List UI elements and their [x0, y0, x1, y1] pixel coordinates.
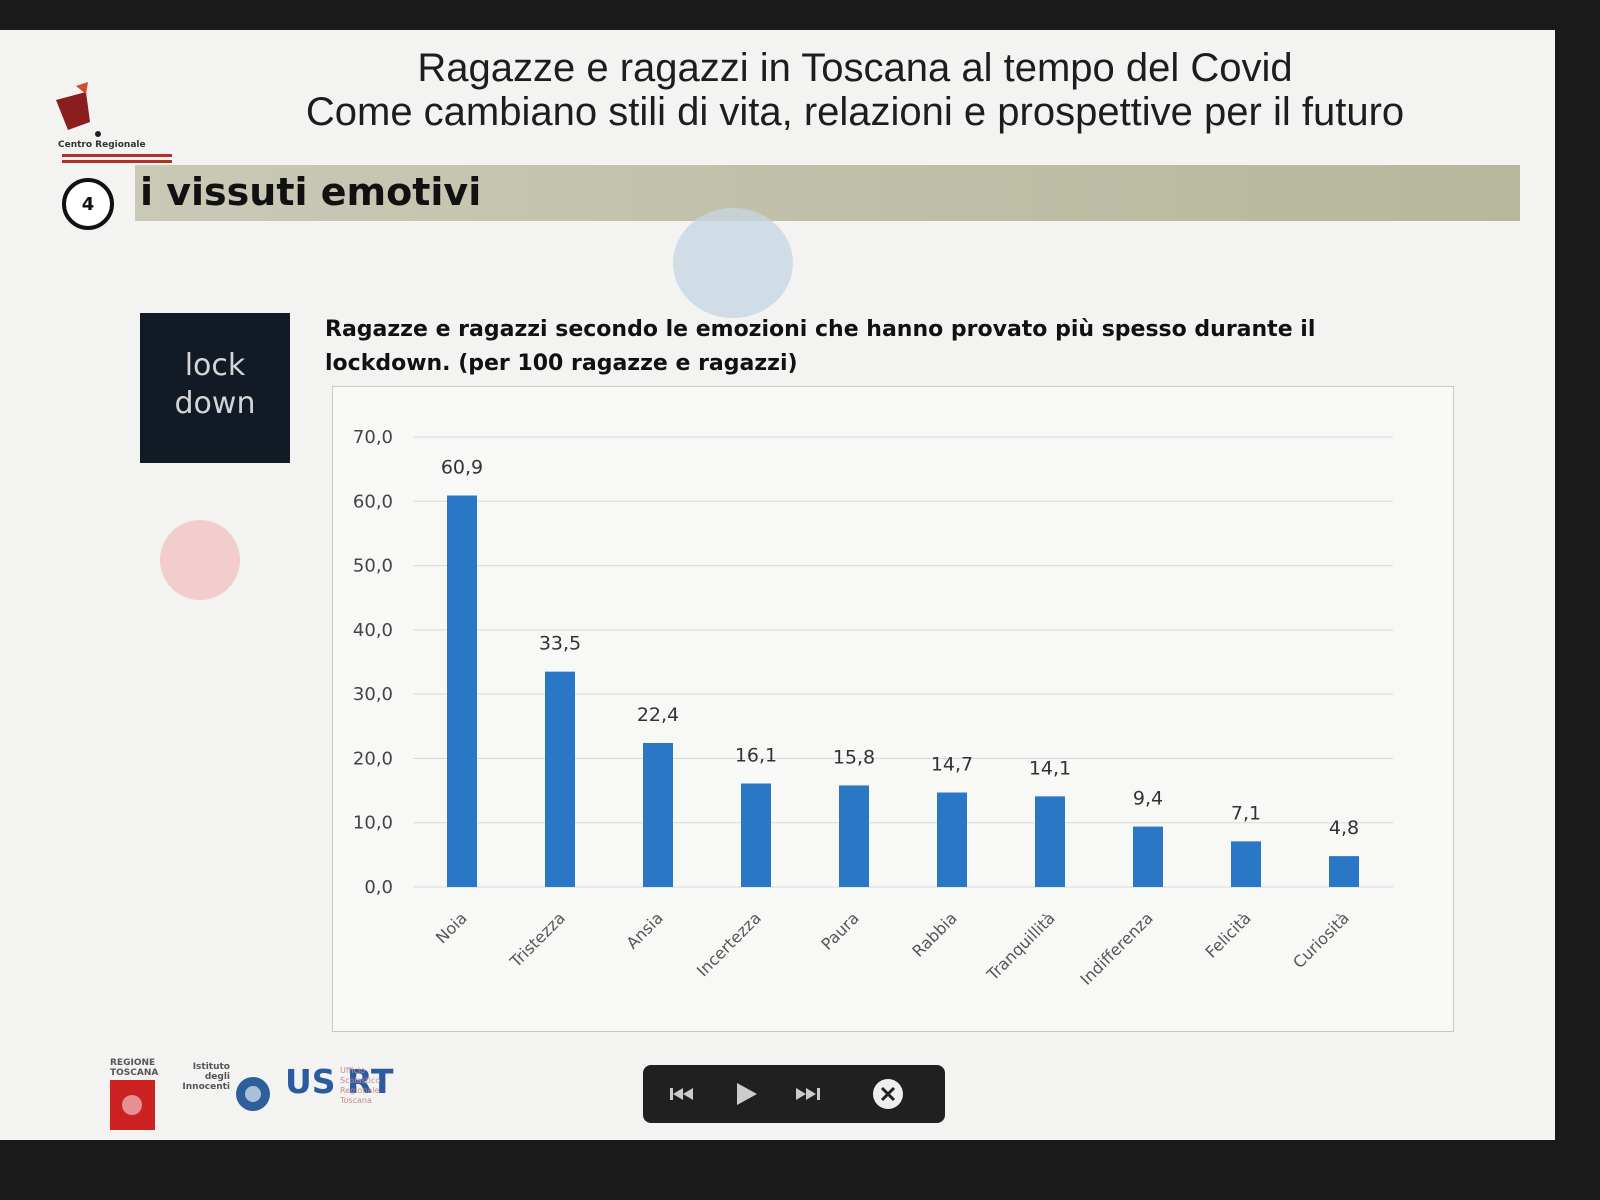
bar-incertezza [741, 783, 771, 887]
y-tick-label: 20,0 [353, 748, 393, 769]
lockdown-badge: lock down [140, 313, 290, 463]
bar-chart: 0,0 10,0 20,0 30,0 40,0 50,0 60,0 70,0 60,9 Noia 3… [353, 427, 1393, 989]
bar-rabbia [937, 792, 967, 887]
usrt-logo: US RT [285, 1062, 394, 1101]
close-icon[interactable] [871, 1077, 905, 1111]
decorative-circle-blue [673, 208, 793, 318]
lockdown-badge-line1: lock [184, 348, 246, 383]
regione-toscana-logo: REGIONE TOSCANA [110, 1058, 159, 1078]
bar-indifferenza [1133, 826, 1163, 887]
section-title: i vissuti emotivi [140, 170, 482, 214]
logo-rule [62, 154, 172, 157]
section-number: 4 [62, 178, 114, 230]
y-tick-label: 0,0 [364, 877, 393, 898]
x-category-label: Ansia [623, 908, 667, 952]
bar-value-label: 15,8 [833, 746, 875, 768]
x-category-label: Rabbia [908, 908, 960, 960]
bar-value-label: 9,4 [1133, 788, 1163, 810]
bar-value-label: 16,1 [735, 745, 777, 767]
innocenti-emblem-icon [236, 1077, 270, 1111]
chart-title: Ragazze e ragazzi secondo le emozioni ch… [325, 317, 1316, 376]
bar-value-label: 22,4 [637, 704, 679, 726]
logo-rule-2 [62, 160, 172, 163]
decorative-circle-pink [160, 520, 240, 600]
logo-text: Centro Regionale [58, 140, 146, 150]
bar-paura [839, 785, 869, 887]
slide-title: Ragazze e ragazzi in Toscana al tempo de… [417, 46, 1293, 90]
bar-value-label: 4,8 [1329, 817, 1359, 839]
logo-mark-icon [56, 82, 101, 137]
slide-subtitle: Come cambiano stili di vita, relazioni e… [305, 90, 1405, 134]
bar-value-label: 60,9 [441, 457, 483, 479]
x-category-label: Incertezza [693, 908, 765, 980]
y-tick-label: 40,0 [353, 620, 393, 641]
bar-curiosità [1329, 856, 1359, 887]
usrt-caption: Ufficio Scolastico Regionale Toscana [340, 1066, 381, 1105]
y-tick-label: 60,0 [353, 491, 393, 512]
x-category-label: Noia [432, 908, 471, 947]
next-icon[interactable] [791, 1077, 825, 1111]
innocenti-logo: Istituto degli Innocenti [182, 1062, 230, 1092]
bar-tranquillità [1035, 796, 1065, 887]
chart-frame: 0,0 10,0 20,0 30,0 40,0 50,0 60,0 70,0 60,9 Noia 3… [332, 386, 1454, 1032]
regione-toscana-emblem-icon [110, 1080, 155, 1130]
media-controls [643, 1065, 945, 1123]
y-tick-label: 70,0 [353, 427, 393, 448]
x-category-label: Felicità [1202, 908, 1255, 961]
bar-felicità [1231, 841, 1261, 887]
bar-ansia [643, 743, 673, 887]
play-icon[interactable] [729, 1077, 763, 1111]
footer-logos: REGIONE TOSCANA Istituto degli Innocenti… [110, 1058, 410, 1143]
bar-value-label: 14,1 [1029, 757, 1071, 779]
y-tick-label: 10,0 [353, 813, 393, 834]
lockdown-badge-line2: down [174, 386, 256, 421]
y-tick-label: 30,0 [353, 684, 393, 705]
bar-value-label: 7,1 [1231, 802, 1261, 824]
x-category-label: Curiosità [1289, 908, 1353, 972]
presentation-screen: Centro Regionale Ragazze e ragazzi in To… [0, 30, 1555, 1140]
x-category-label: Paura [817, 908, 862, 953]
previous-icon[interactable] [665, 1077, 699, 1111]
bar-value-label: 33,5 [539, 633, 581, 655]
y-tick-label: 50,0 [353, 556, 393, 577]
bar-value-label: 14,7 [931, 754, 973, 776]
bar-noia [447, 495, 477, 887]
section-bar [135, 165, 1520, 221]
x-category-label: Tristezza [506, 908, 569, 971]
bar-tristezza [545, 671, 575, 887]
x-category-label: Indifferenza [1076, 908, 1156, 988]
x-category-label: Tranquillità [982, 908, 1058, 984]
